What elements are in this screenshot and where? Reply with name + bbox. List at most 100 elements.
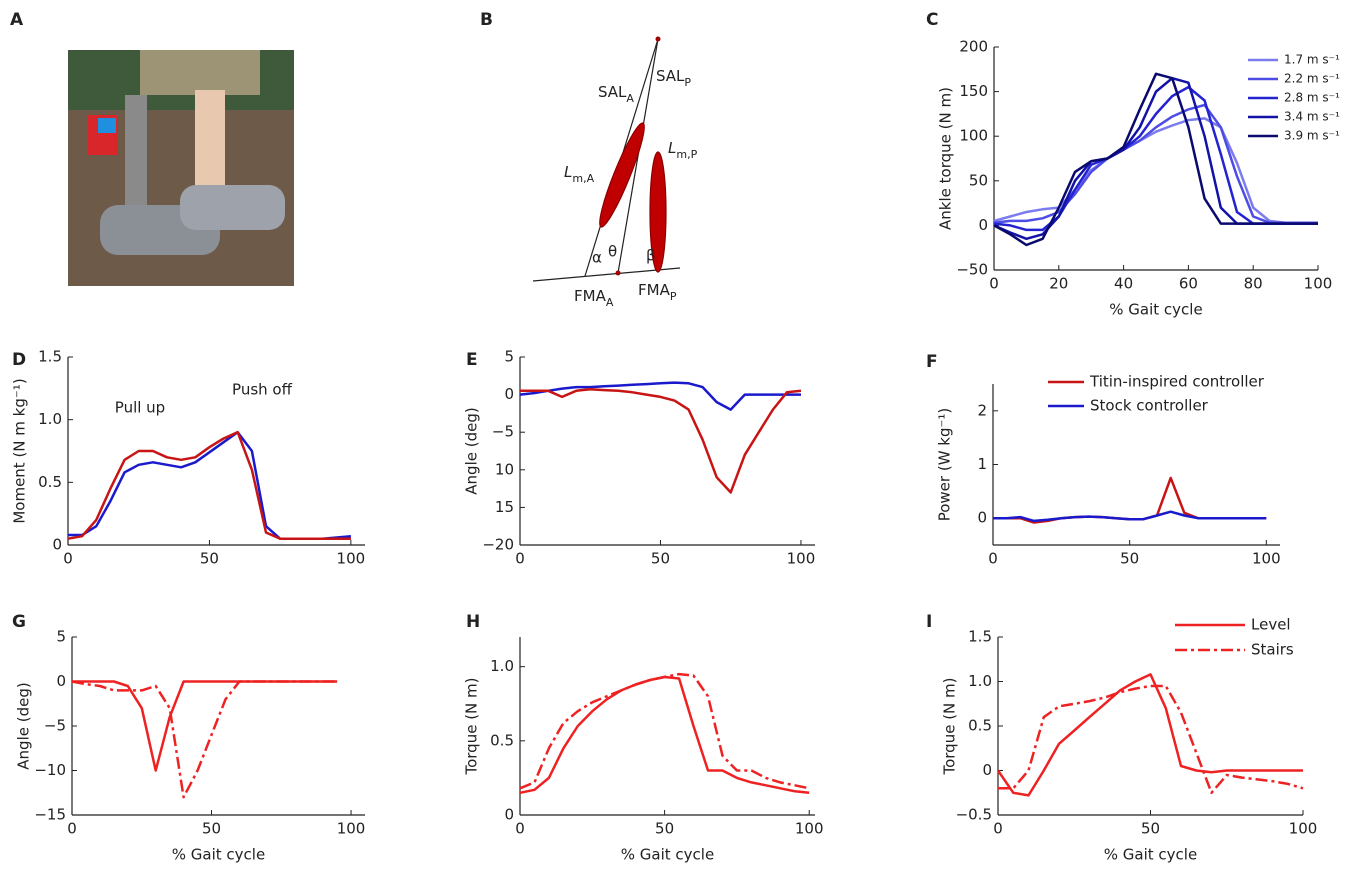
series-line (67, 430, 351, 540)
diagram-label: FMAP (638, 281, 677, 303)
angle-label: α (592, 249, 602, 267)
y-tick-label: 0.5 (490, 731, 514, 749)
series-line (998, 684, 1304, 795)
y-tick-label: 15 (495, 498, 514, 516)
photo-leg (195, 90, 225, 200)
series-line (520, 388, 802, 494)
x-tick-label: 100 (795, 820, 824, 838)
y-tick-label: 0 (978, 216, 988, 234)
y-tick-label: 1 (977, 455, 987, 473)
x-tick-label: 50 (1141, 820, 1160, 838)
legend-label: 3.9 m s⁻¹ (1284, 129, 1340, 143)
y-tick-label: −5 (44, 717, 66, 735)
panel-label: F (926, 352, 938, 372)
series-line (993, 72, 1318, 247)
series-line (993, 103, 1318, 224)
pivot (655, 36, 661, 42)
y-tick-label: −5 (492, 423, 514, 441)
x-tick-label: 40 (1114, 275, 1133, 293)
x-tick-label: 0 (515, 820, 525, 838)
diagram (532, 36, 681, 282)
y-tick-label: −20 (482, 536, 514, 554)
x-tick-label: 0 (67, 820, 77, 838)
series-line (993, 476, 1267, 524)
photo (68, 50, 294, 286)
label-base: SAL (656, 67, 685, 85)
legend-label: Stock controller (1090, 397, 1209, 415)
y-axis-label: Moment (N m kg⁻¹) (11, 378, 29, 523)
y-tick-label: 5 (504, 348, 514, 366)
panel-label: E (466, 350, 478, 370)
diagram-label: SALP (656, 67, 691, 89)
x-tick-label: 0 (63, 550, 73, 568)
diagram-label: FMAA (574, 287, 614, 309)
legend-label: Stairs (1251, 641, 1294, 659)
label-sub: P (684, 76, 691, 89)
label-base: FMA (638, 281, 671, 299)
angle-label: θ (608, 243, 617, 261)
y-tick-label: 1.0 (490, 657, 514, 675)
photo-shoe (180, 185, 285, 230)
series-line (996, 673, 1303, 797)
x-tick-label: 0 (515, 550, 525, 568)
y-axis-label: Ankle torque (N m) (937, 87, 955, 230)
x-axis-label: % Gait cycle (172, 846, 265, 864)
y-tick-label: 150 (959, 82, 988, 100)
y-tick-label: 10 (495, 460, 514, 478)
x-tick-label: 50 (651, 550, 670, 568)
photo-shorts (140, 50, 260, 95)
label-sub: P (670, 290, 677, 303)
legend-label: 3.4 m s⁻¹ (1284, 110, 1340, 124)
y-tick-label: −0.5 (956, 806, 992, 824)
x-tick-label: 100 (1304, 275, 1333, 293)
y-tick-label: 2 (977, 401, 987, 419)
series-line (519, 381, 801, 411)
x-tick-label: 80 (1244, 275, 1263, 293)
y-axis-label: Torque (N m) (463, 677, 481, 775)
label-base: SAL (598, 83, 627, 101)
y-tick-label: 5 (56, 628, 66, 646)
x-tick-label: 0 (988, 550, 998, 568)
panel-label: B (480, 10, 493, 30)
x-tick-label: 50 (1120, 550, 1139, 568)
y-tick-label: 0 (504, 806, 514, 824)
panel-label: C (926, 10, 938, 30)
panel-label: I (926, 612, 932, 632)
label-base: FMA (574, 287, 607, 305)
series-line (993, 510, 1267, 523)
legend-label: Titin-inspired controller (1089, 373, 1265, 391)
series-line (72, 680, 338, 772)
y-tick-label: 0 (52, 536, 62, 554)
x-tick-label: 0 (993, 820, 1003, 838)
y-tick-label: 0.5 (968, 717, 992, 735)
y-axis-label: Angle (deg) (15, 682, 33, 769)
y-tick-label: 0 (56, 672, 66, 690)
label-sub: m,A (572, 172, 594, 185)
y-tick-label: 1.0 (968, 672, 992, 690)
angle-label: β (646, 247, 656, 265)
label-base: L (668, 139, 676, 157)
label-sub: A (606, 296, 614, 309)
series-line (519, 675, 810, 795)
panel-label: D (12, 350, 26, 370)
y-axis-label: Torque (N m) (941, 677, 959, 775)
y-tick-label: 200 (959, 38, 988, 56)
x-tick-label: 20 (1049, 275, 1068, 293)
label-base: L (564, 163, 572, 181)
annotation: Pull up (115, 399, 165, 417)
x-tick-label: 60 (1179, 275, 1198, 293)
y-tick-label: 1.0 (38, 410, 62, 428)
x-tick-label: 0 (989, 275, 999, 293)
panel-label: H (466, 612, 480, 632)
y-tick-label: −10 (34, 761, 66, 779)
legend-label: 2.2 m s⁻¹ (1284, 72, 1340, 86)
x-tick-label: 50 (200, 550, 219, 568)
series-line (993, 76, 1318, 241)
x-tick-label: 50 (655, 820, 674, 838)
series-line (993, 117, 1318, 224)
muscle-anterior (599, 122, 645, 228)
legend-label: 2.8 m s⁻¹ (1284, 91, 1340, 105)
y-axis-label: Angle (deg) (463, 407, 481, 494)
panel-label: A (10, 10, 24, 30)
